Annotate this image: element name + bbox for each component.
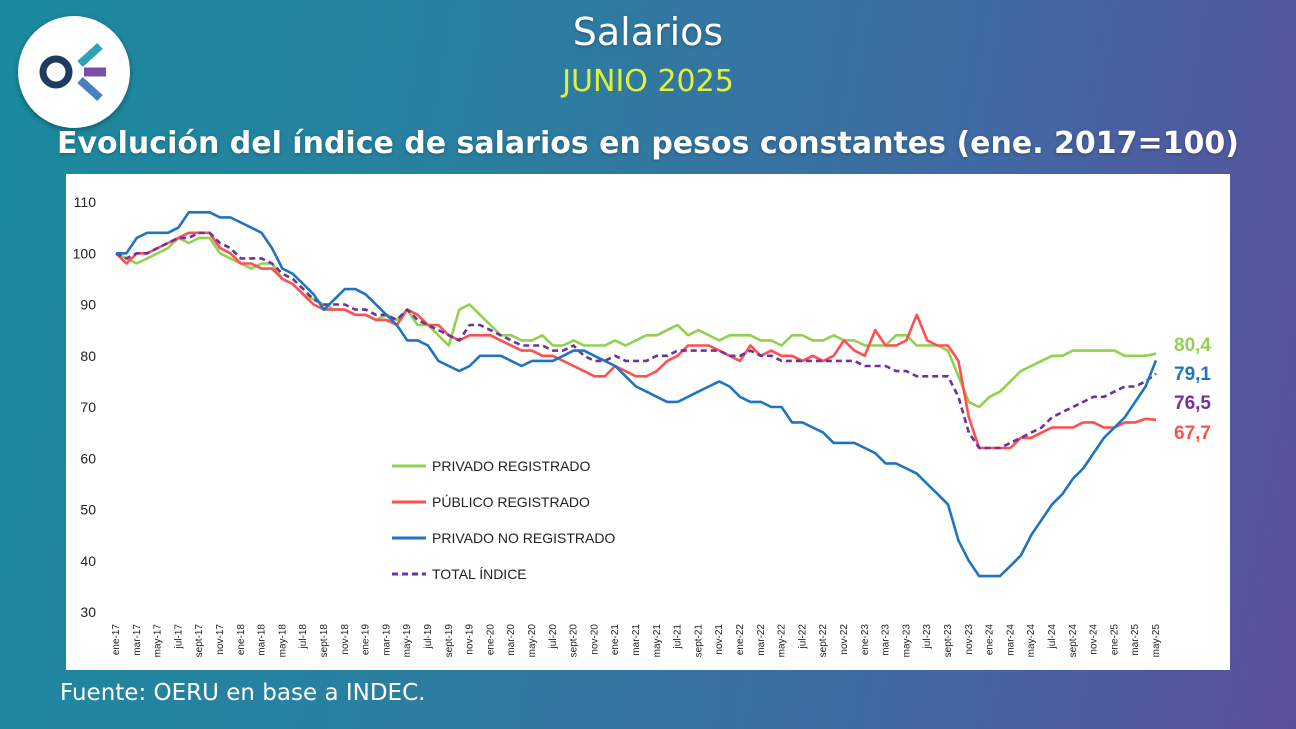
x-tick-label: sept-22	[818, 624, 829, 658]
chart-title: Evolución del índice de salarios en peso…	[56, 126, 1240, 161]
x-tick-label: may-17	[153, 624, 164, 658]
y-tick-label: 60	[80, 450, 96, 466]
legend-entry: PRIVADO REGISTRADO	[432, 458, 591, 474]
x-axis: ene-17 mar-17 may-17 jul-17 sept-17 nov-17 ene…	[111, 624, 1162, 658]
line-chart: 110 100 90 80 70 60 50 40 30 ene-17 mar-17 may-17 j…	[73, 194, 1212, 658]
y-axis: 110 100 90 80 70 60 50 40 30	[73, 194, 97, 620]
series-lines	[115, 210, 1158, 578]
legend-entry: PÚBLICO REGISTRADO	[432, 494, 590, 510]
y-tick-label: 70	[80, 399, 96, 415]
x-tick-label: sept-23	[943, 624, 954, 658]
x-tick-label: jul-19	[423, 624, 434, 650]
x-tick-label: mar-25	[1130, 624, 1141, 656]
x-tick-label: jul-21	[673, 624, 684, 650]
x-tick-label: jul-24	[1047, 624, 1058, 650]
x-tick-label: jul-23	[922, 624, 933, 650]
x-tick-label: nov-18	[340, 624, 351, 655]
end-value-label: 79,1	[1174, 364, 1211, 385]
x-tick-label: ene-18	[236, 624, 247, 656]
y-tick-label: 80	[80, 348, 96, 364]
x-tick-label: nov-21	[714, 624, 725, 655]
oeru-logo	[18, 16, 130, 128]
x-tick-label: nov-17	[215, 624, 226, 655]
end-value-label: 67,7	[1174, 423, 1211, 444]
x-tick-label: jul-17	[173, 624, 184, 650]
x-tick-label: may-23	[901, 624, 912, 658]
x-tick-label: ene-22	[735, 624, 746, 656]
x-tick-label: may-18	[277, 624, 288, 658]
x-tick-label: nov-22	[839, 624, 850, 655]
x-tick-label: jul-20	[548, 624, 559, 650]
x-tick-label: sept-20	[569, 624, 580, 658]
legend-entry: TOTAL ÍNDICE	[432, 566, 527, 582]
end-labels: 80,4 79,1 76,5 67,7	[1174, 335, 1211, 444]
x-tick-label: jul-18	[298, 624, 309, 650]
x-tick-label: nov-20	[589, 624, 600, 655]
page-subtitle: JUNIO 2025	[562, 64, 734, 99]
x-tick-label: jul-22	[797, 624, 808, 650]
x-tick-label: ene-24	[985, 624, 996, 656]
legend-entry: PRIVADO NO REGISTRADO	[432, 530, 615, 546]
oeru-logo-icon	[39, 43, 106, 101]
end-value-label: 80,4	[1174, 335, 1211, 356]
x-tick-label: nov-19	[465, 624, 476, 655]
x-tick-label: mar-18	[257, 624, 268, 656]
x-tick-label: sept-21	[693, 624, 704, 658]
logo-bar-teal	[77, 43, 103, 67]
page-title: Salarios	[572, 10, 724, 54]
x-tick-label: sept-19	[444, 624, 455, 658]
x-tick-label: nov-23	[964, 624, 975, 655]
series-line-total-ndice	[115, 231, 1157, 450]
y-tick-label: 110	[74, 194, 97, 210]
y-tick-label: 50	[80, 502, 96, 518]
x-tick-label: mar-23	[881, 624, 892, 656]
source-note: Fuente: OERU en base a INDEC.	[60, 680, 426, 706]
x-tick-label: ene-19	[361, 624, 372, 656]
x-tick-label: mar-21	[631, 624, 642, 656]
legend: PRIVADO REGISTRADO PÚBLICO REGISTRADO PRIV…	[392, 458, 615, 582]
x-tick-label: sept-24	[1068, 624, 1079, 658]
logo-ring	[39, 55, 73, 89]
x-tick-label: mar-19	[381, 624, 392, 656]
x-tick-label: mar-22	[756, 624, 767, 656]
series-line-privado-no-registrado	[116, 210, 1158, 578]
x-tick-label: mar-24	[1005, 624, 1016, 656]
x-tick-label: may-25	[1151, 624, 1162, 658]
x-tick-label: may-20	[527, 624, 538, 658]
series-line-público-registrado	[115, 231, 1157, 450]
x-tick-label: ene-17	[111, 624, 122, 656]
x-tick-label: may-21	[652, 624, 663, 658]
x-tick-label: may-22	[777, 624, 788, 658]
y-tick-label: 100	[73, 245, 97, 261]
end-value-label: 76,5	[1174, 393, 1211, 414]
x-tick-label: ene-20	[485, 624, 496, 656]
x-tick-label: ene-25	[1109, 624, 1120, 656]
x-tick-label: ene-21	[610, 624, 621, 656]
x-tick-label: may-19	[402, 624, 413, 658]
x-tick-label: sept-17	[194, 624, 205, 658]
x-tick-label: mar-20	[506, 624, 517, 656]
x-tick-label: may-24	[1026, 624, 1037, 658]
chart-container: 110 100 90 80 70 60 50 40 30 ene-17 mar-17 may-17 j…	[66, 174, 1230, 670]
x-tick-label: ene-23	[860, 624, 871, 656]
y-tick-label: 30	[80, 604, 96, 620]
x-tick-label: mar-17	[132, 624, 143, 656]
x-tick-label: nov-24	[1089, 624, 1100, 655]
logo-bar-blue	[77, 77, 103, 101]
x-tick-label: sept-18	[319, 624, 330, 658]
y-tick-label: 90	[80, 297, 96, 313]
y-tick-label: 40	[80, 553, 96, 569]
